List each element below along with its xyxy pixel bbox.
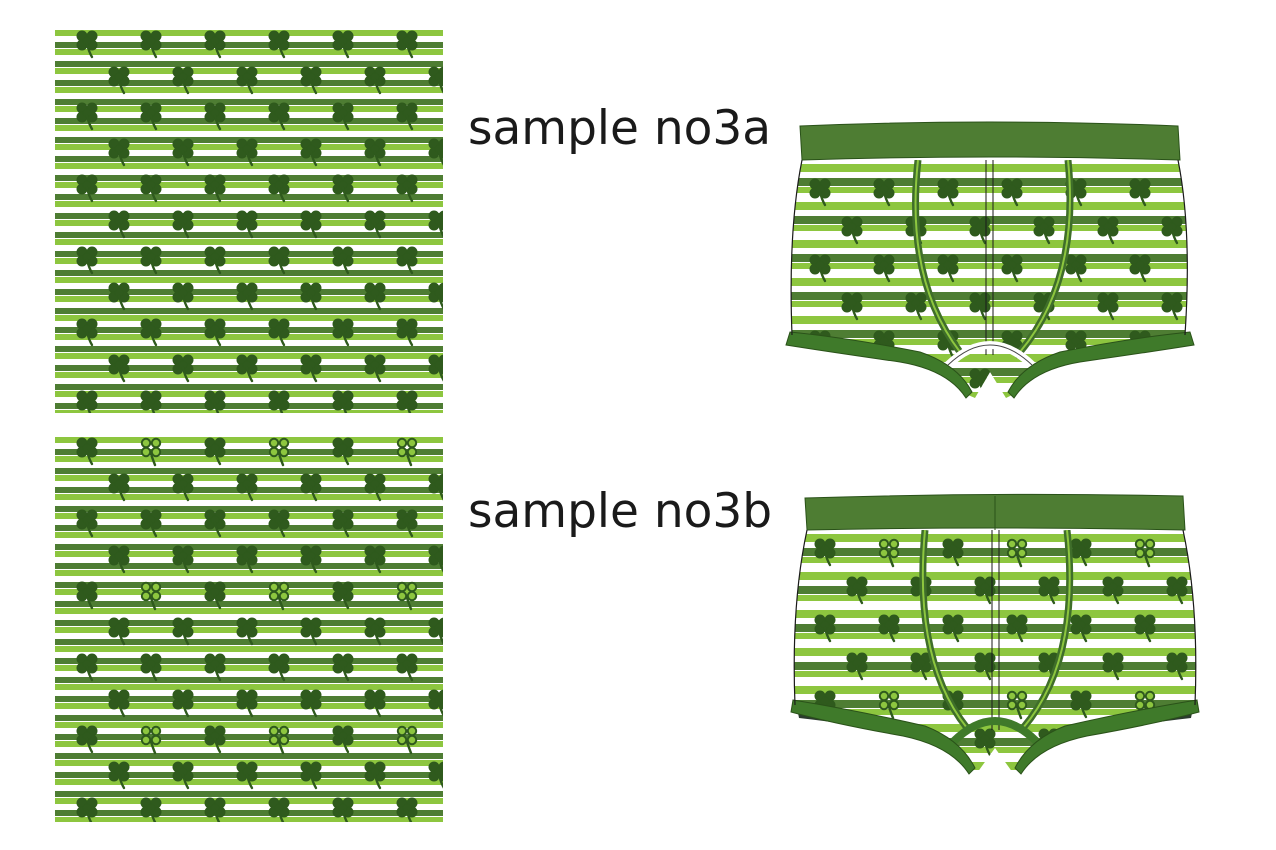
shamrock-icon <box>1160 367 1184 397</box>
shamrock-pattern-b <box>55 437 443 822</box>
shamrock-icon <box>1199 691 1205 717</box>
shamrock-icon <box>845 727 869 757</box>
shamrock-icon <box>1194 331 1200 357</box>
sample-label-b: sample no3b <box>468 484 773 539</box>
boxer-brief-mockup-a <box>780 120 1200 405</box>
shamrock-icon <box>1199 615 1205 641</box>
shamrock-icon <box>1199 539 1205 565</box>
shamrock-icon <box>1096 367 1120 397</box>
fabric-swatch-b <box>55 437 443 822</box>
shamrock-pattern-a <box>55 30 443 413</box>
fabric-swatch-a <box>55 30 443 413</box>
shamrock-icon <box>840 367 864 397</box>
shamrock-icon <box>904 367 928 397</box>
shamrock-icon <box>1194 179 1200 205</box>
sample-label-a: sample no3a <box>468 101 772 156</box>
shamrock-icon <box>1165 727 1189 757</box>
shamrock-icon <box>1194 255 1200 281</box>
boxer-brief-mockup-b <box>785 490 1205 780</box>
